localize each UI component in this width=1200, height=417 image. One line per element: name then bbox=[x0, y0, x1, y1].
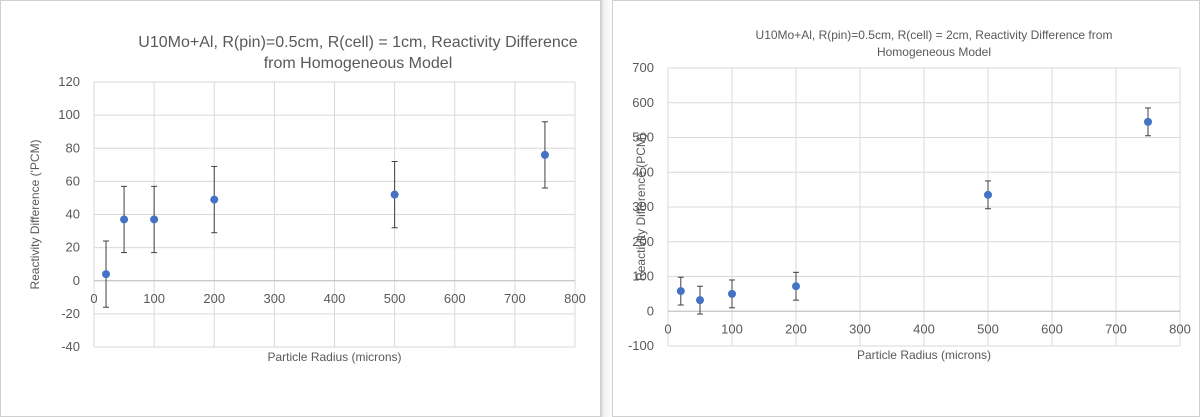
x-tick-label: 200 bbox=[785, 321, 807, 336]
y-tick-label: 0 bbox=[647, 303, 654, 318]
data-point bbox=[676, 287, 685, 296]
y-tick-label: 100 bbox=[632, 269, 654, 284]
chart-left: U10Mo+Al, R(pin)=0.5cm, R(cell) = 1cm, R… bbox=[28, 34, 586, 364]
y-tick-label: 100 bbox=[58, 107, 80, 122]
data-point bbox=[150, 215, 159, 224]
x-tick-label: 300 bbox=[849, 321, 871, 336]
x-tick-label: 100 bbox=[721, 321, 743, 336]
y-tick-label: 300 bbox=[632, 199, 654, 214]
data-point bbox=[210, 195, 219, 204]
data-point bbox=[540, 150, 549, 159]
x-tick-label: 0 bbox=[664, 321, 671, 336]
y-axis-title: Reactivity Difference (PCM) bbox=[634, 133, 648, 281]
x-tick-label: 400 bbox=[913, 321, 935, 336]
x-tick-label: 100 bbox=[143, 291, 165, 306]
x-tick-label: 600 bbox=[1041, 321, 1063, 336]
y-tick-label: 80 bbox=[66, 140, 80, 155]
chart-title-line: U10Mo+Al, R(pin)=0.5cm, R(cell) = 2cm, R… bbox=[756, 28, 1113, 42]
data-point bbox=[102, 270, 111, 279]
data-point bbox=[728, 289, 736, 298]
y-tick-label: 400 bbox=[632, 164, 654, 179]
y-tick-label: -40 bbox=[61, 339, 80, 354]
y-axis-title: Reactivity Difference ('PCM) bbox=[28, 139, 42, 289]
chart-title-line: Homogeneous Model bbox=[877, 45, 991, 59]
x-tick-label: 600 bbox=[444, 291, 466, 306]
x-tick-label: 500 bbox=[384, 291, 406, 306]
y-tick-label: -100 bbox=[628, 338, 654, 353]
chart-right: U10Mo+Al, R(pin)=0.5cm, R(cell) = 2cm, R… bbox=[628, 28, 1191, 362]
x-tick-label: 200 bbox=[203, 291, 225, 306]
x-axis-title: Particle Radius (microns) bbox=[857, 348, 991, 362]
y-tick-label: 60 bbox=[66, 173, 80, 188]
data-point bbox=[696, 296, 704, 305]
x-tick-label: 700 bbox=[1105, 321, 1127, 336]
x-tick-label: 300 bbox=[264, 291, 286, 306]
y-tick-label: 0 bbox=[73, 273, 80, 288]
data-point bbox=[1144, 117, 1152, 126]
x-tick-label: 0 bbox=[90, 291, 97, 306]
y-tick-label: 40 bbox=[66, 207, 80, 222]
data-point bbox=[792, 282, 800, 291]
chart-panel-right: U10Mo+Al, R(pin)=0.5cm, R(cell) = 2cm, R… bbox=[612, 0, 1200, 417]
x-tick-label: 800 bbox=[564, 291, 586, 306]
chart-title-line: U10Mo+Al, R(pin)=0.5cm, R(cell) = 1cm, R… bbox=[138, 34, 578, 51]
y-tick-label: 120 bbox=[58, 74, 80, 89]
data-point bbox=[984, 190, 992, 199]
y-tick-label: 600 bbox=[632, 95, 654, 110]
x-tick-label: 400 bbox=[324, 291, 346, 306]
data-point bbox=[390, 190, 399, 199]
y-tick-label: 500 bbox=[632, 130, 654, 145]
y-tick-label: 200 bbox=[632, 234, 654, 249]
data-point bbox=[120, 215, 129, 224]
x-tick-label: 500 bbox=[977, 321, 999, 336]
x-axis-title: Particle Radius (microns) bbox=[267, 350, 401, 364]
y-tick-label: 700 bbox=[632, 60, 654, 75]
panel-divider bbox=[600, 0, 612, 417]
y-tick-label: 20 bbox=[66, 240, 80, 255]
x-tick-label: 800 bbox=[1169, 321, 1191, 336]
chart-title-line: from Homogeneous Model bbox=[264, 55, 453, 72]
y-tick-label: -20 bbox=[61, 306, 80, 321]
chart-panel-left: U10Mo+Al, R(pin)=0.5cm, R(cell) = 1cm, R… bbox=[0, 0, 601, 417]
x-tick-label: 700 bbox=[504, 291, 526, 306]
